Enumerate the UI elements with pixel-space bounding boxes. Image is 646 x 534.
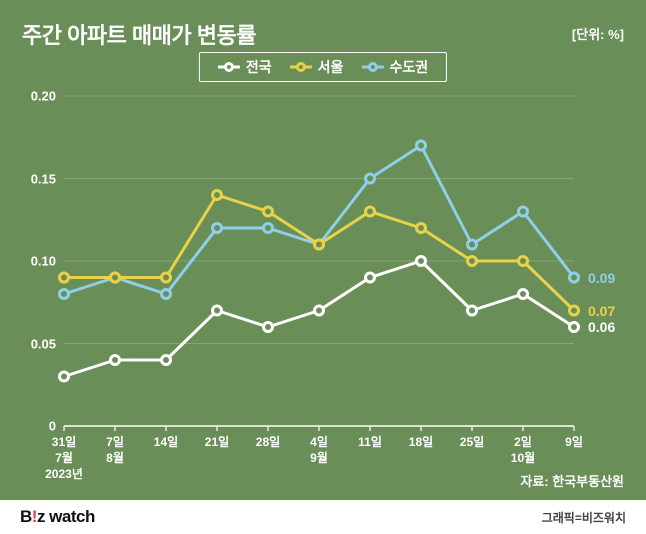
- x-tick-label: 9일: [565, 434, 583, 450]
- footer-bar: B!z watch 그래픽=비즈워치: [0, 500, 646, 534]
- legend-marker: [218, 61, 240, 73]
- series-end-label: 0.07: [588, 303, 615, 319]
- legend-item: 전국: [218, 57, 272, 77]
- y-tick-label: 0.10: [20, 254, 56, 269]
- x-tick-label: 7일8월: [106, 434, 124, 466]
- legend-marker: [290, 61, 312, 73]
- x-tick-label: 11일: [358, 434, 382, 450]
- unit-label: [단위: %]: [572, 24, 624, 43]
- legend-label: 서울: [318, 57, 344, 77]
- logo-pre: B: [20, 507, 32, 526]
- x-tick-label: 21일: [205, 434, 229, 450]
- x-tick-label: 2일10월: [511, 434, 535, 466]
- series-end-label: 0.09: [588, 270, 615, 286]
- logo-post: z watch: [37, 507, 95, 526]
- legend: 전국 서울 수도권: [199, 52, 447, 82]
- y-tick-label: 0.20: [20, 89, 56, 104]
- logo: B!z watch: [20, 507, 95, 527]
- legend-label: 수도권: [389, 57, 428, 77]
- legend-label: 전국: [246, 57, 272, 77]
- source-label: 자료: 한국부동산원: [520, 471, 624, 490]
- chart-card: 주간 아파트 매매가 변동률 [단위: %] 전국서울수도권 00.050.10…: [0, 0, 646, 534]
- x-tick-label: 18일: [409, 434, 433, 450]
- x-tick-label: 25일: [460, 434, 484, 450]
- plot-area: 00.050.100.150.2031일7월2023년7일8월14일21일28일…: [64, 96, 620, 426]
- x-tick-label: 28일: [256, 434, 280, 450]
- credit: 그래픽=비즈워치: [542, 509, 626, 526]
- legend-marker: [361, 61, 383, 73]
- x-tick-label: 31일7월2023년: [45, 434, 83, 483]
- x-tick-label: 14일: [154, 434, 178, 450]
- x-tick-label: 4일9월: [310, 434, 328, 466]
- series-end-label: 0.06: [588, 319, 615, 335]
- y-tick-label: 0.15: [20, 171, 56, 186]
- legend-item: 서울: [290, 57, 344, 77]
- y-tick-label: 0: [20, 419, 56, 434]
- y-tick-label: 0.05: [20, 336, 56, 351]
- legend-item: 수도권: [361, 57, 428, 77]
- chart-svg: [64, 96, 620, 426]
- chart-title: 주간 아파트 매매가 변동률: [22, 18, 256, 50]
